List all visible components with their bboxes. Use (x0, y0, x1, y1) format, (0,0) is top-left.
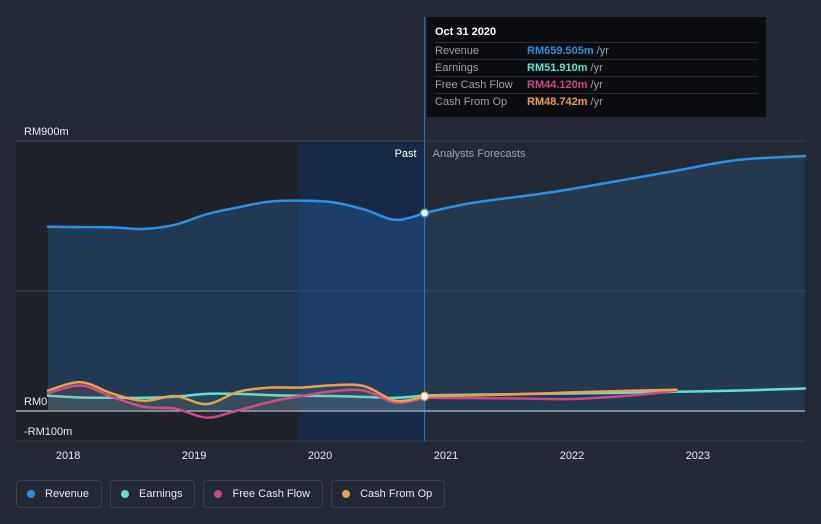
cash-from-op-area (48, 382, 425, 411)
revenue-marker (419, 208, 430, 218)
tooltip-row-cash-from-op: Cash From Op RM48.742m /yr (435, 93, 758, 110)
cash-from-op-line (46, 380, 426, 406)
free-cash-flow-area (48, 385, 425, 418)
tooltip-row-value: RM51.910m (527, 62, 588, 74)
y-tick-label: RM900m (24, 126, 69, 138)
tooltip-row-unit: /yr (590, 79, 603, 91)
legend-label: Cash From Op (360, 488, 433, 500)
y-tick-label: -RM100m (24, 426, 72, 438)
tooltip-row-label: Revenue (435, 45, 480, 57)
earnings-dot-icon (121, 490, 130, 498)
cash-from-op-dot-icon (342, 490, 351, 498)
revenue-line (46, 199, 426, 231)
forecast-label: Analysts Forecasts (433, 148, 526, 160)
legend-label: Free Cash Flow (232, 488, 311, 500)
legend-label: Revenue (45, 488, 90, 500)
tooltip-row-unit: /yr (590, 62, 603, 74)
legend-label: Earnings (139, 488, 183, 500)
tooltip-row-earnings: Earnings RM51.910m /yr (435, 59, 758, 76)
revenue-dot-icon (27, 490, 35, 498)
free-cash-flow-dot-icon (214, 490, 223, 498)
tooltip-date: Oct 31 2020 (435, 26, 497, 38)
x-tick-label: 2018 (56, 450, 80, 462)
tooltip-row-unit: /yr (596, 45, 609, 57)
revenue-area-forecast (424, 156, 805, 411)
cash-from-op-marker (419, 391, 430, 402)
x-tick-label: 2023 (686, 450, 710, 462)
tooltip-row-unit: /yr (590, 96, 603, 108)
tooltip: Oct 31 2020 Revenue RM659.505m /yr Earni… (427, 17, 766, 117)
x-tick-label: 2019 (182, 450, 206, 462)
y-tick-label: RM0 (24, 396, 47, 408)
free-cash-flow-forecast-line (423, 389, 678, 401)
financial-chart: Past Analysts Forecasts RM900m RM0 -RM100m 20… (16, 17, 807, 462)
x-tick-label: 2021 (434, 450, 458, 462)
tooltip-row-value: RM44.120m (527, 79, 588, 91)
past-label: Past (395, 148, 417, 160)
legend: Revenue Earnings Free Cash Flow Cash Fro… (16, 480, 446, 508)
tooltip-row-label: Cash From Op (435, 96, 508, 108)
tooltip-row-value: RM659.505m (527, 45, 594, 57)
cash-from-op-forecast-line (423, 388, 678, 398)
x-tick-label: 2022 (560, 450, 584, 462)
tooltip-row-label: Earnings (435, 62, 479, 74)
free-cash-flow-line (46, 384, 426, 419)
tooltip-row-value: RM48.742m (527, 96, 588, 108)
legend-item-revenue[interactable]: Revenue (16, 480, 103, 508)
tooltip-row-revenue: Revenue RM659.505m /yr (435, 42, 758, 59)
tooltip-row-free-cash-flow: Free Cash Flow RM44.120m /yr (435, 76, 758, 93)
legend-item-free-cash-flow[interactable]: Free Cash Flow (203, 480, 324, 508)
legend-item-cash-from-op[interactable]: Cash From Op (331, 480, 446, 508)
revenue-forecast-line (423, 154, 807, 215)
legend-item-earnings[interactable]: Earnings (110, 480, 196, 508)
revenue-area-past (48, 200, 425, 411)
x-tick-label: 2020 (308, 450, 332, 462)
tooltip-row-label: Free Cash Flow (435, 79, 513, 91)
